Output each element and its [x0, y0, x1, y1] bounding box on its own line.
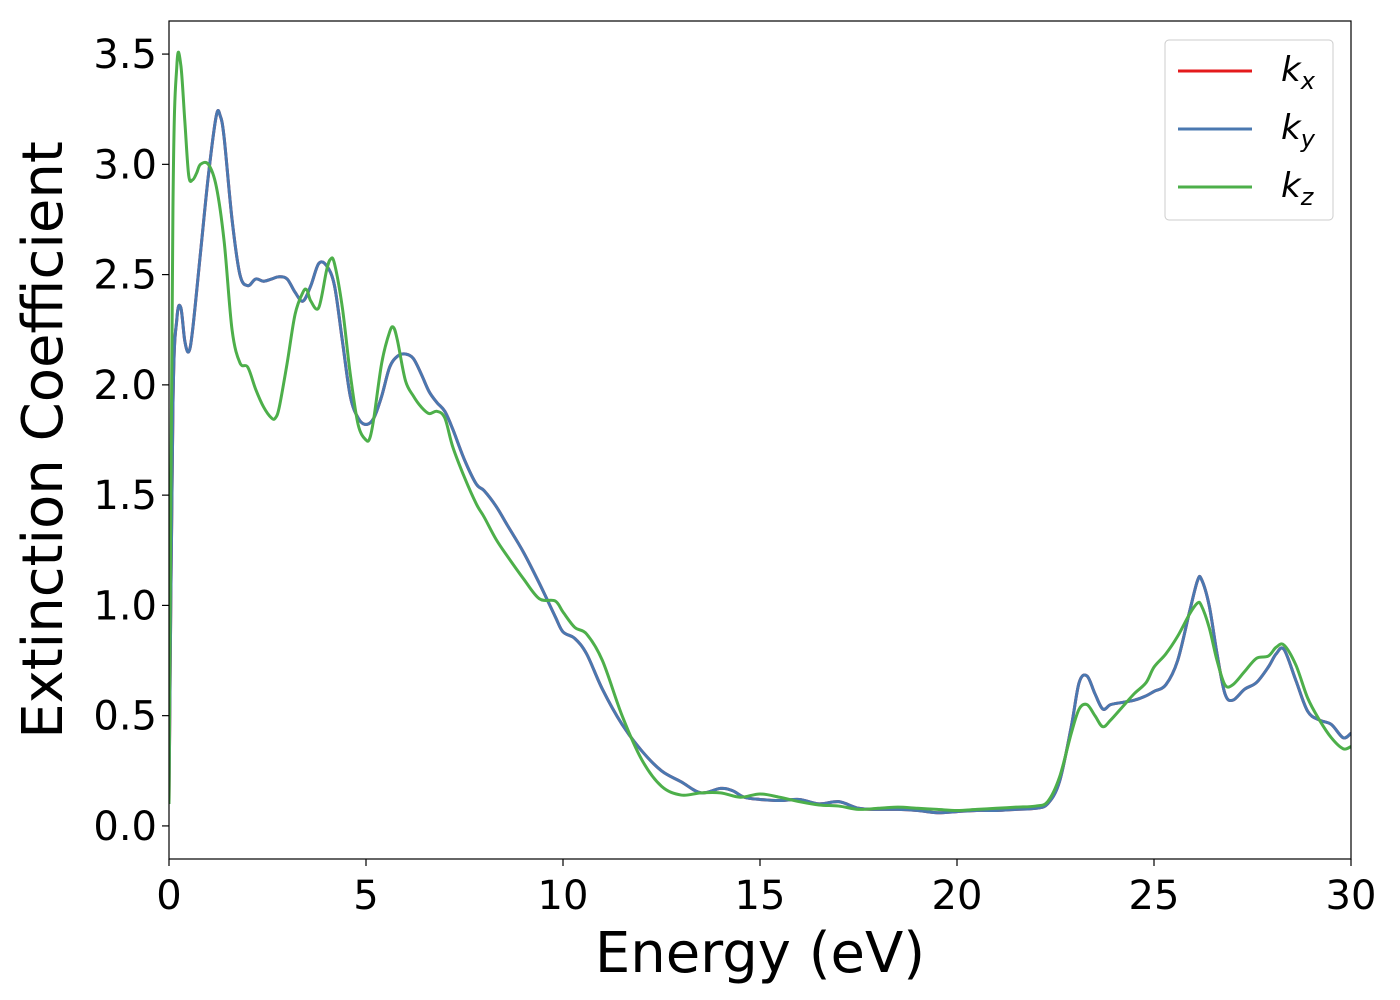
y-tick-label: 0.0 [93, 804, 157, 850]
y-tick-label: 0.5 [93, 694, 157, 740]
y-tick-label: 2.5 [93, 253, 157, 299]
x-axis-title: Energy (eV) [595, 921, 925, 986]
y-tick-label: 3.0 [93, 142, 157, 188]
y-tick-label: 3.5 [93, 32, 157, 78]
y-tick-label: 1.0 [93, 583, 157, 629]
series-layer [169, 50, 1351, 815]
y-axis: 0.0 0.5 1.0 1.5 2.0 2.5 3.0 3.5 [93, 32, 169, 850]
series-line-kz [169, 50, 1351, 812]
x-tick-label: 0 [156, 873, 181, 919]
series-line-ky [169, 108, 1351, 815]
y-axis-title: Extinction Coefficient [11, 141, 76, 739]
x-tick-label: 30 [1326, 873, 1377, 919]
legend-subscript: y [1300, 125, 1316, 153]
x-tick-label: 10 [538, 873, 589, 919]
y-tick-label: 1.5 [93, 473, 157, 519]
y-tick-label: 2.0 [93, 363, 157, 409]
legend-subscript: z [1300, 183, 1315, 211]
legend-subscript: x [1300, 67, 1316, 95]
x-tick-label: 20 [932, 873, 983, 919]
x-tick-label: 15 [735, 873, 786, 919]
x-tick-label: 25 [1129, 873, 1180, 919]
x-axis: 0 5 10 15 20 25 30 [156, 859, 1376, 919]
x-tick-label: 5 [353, 873, 378, 919]
